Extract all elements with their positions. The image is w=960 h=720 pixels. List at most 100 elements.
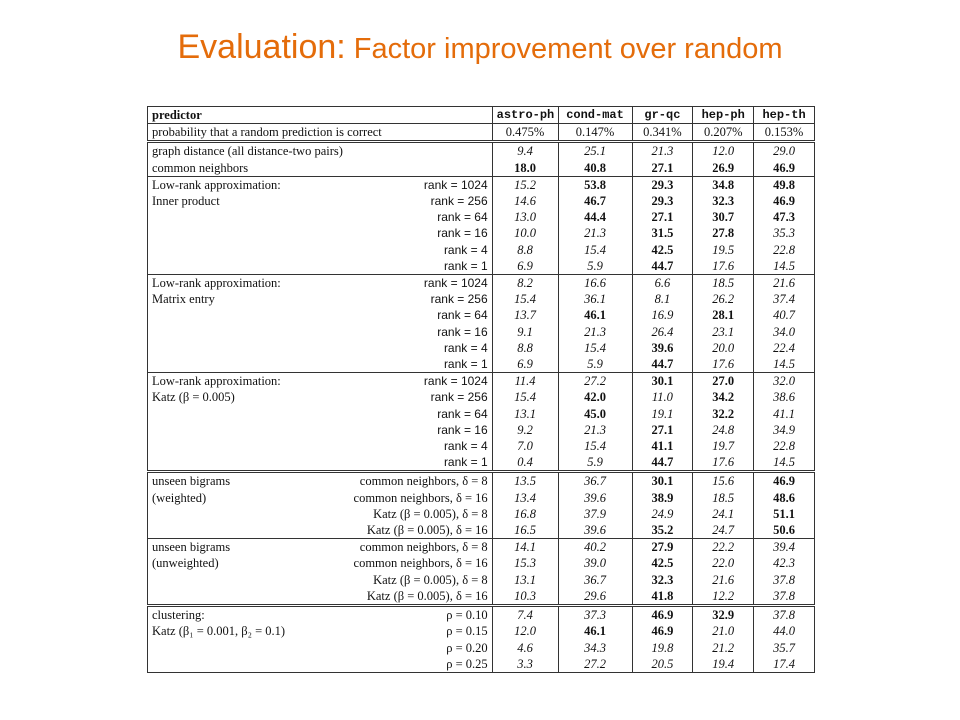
- cell-hep-ph: 30.7: [692, 209, 755, 226]
- cell-hep-ph: 27.8: [692, 225, 755, 242]
- row-predictor-param: rank = 1024: [317, 372, 493, 390]
- cell-hep-th: 14.5: [753, 454, 815, 473]
- cell-cond-mat: 5.9: [557, 454, 633, 473]
- row-predictor-param: ρ = 0.20: [317, 639, 493, 656]
- cell-gr-qc: 41.1: [631, 438, 694, 455]
- cell-hep-ph: 22.2: [692, 538, 755, 556]
- cell-hep-th: 37.8: [753, 604, 815, 624]
- slide-title: Evaluation: Factor improvement over rand…: [0, 28, 960, 67]
- table-row: graph distance (all distance-two pairs) 9…: [147, 140, 815, 160]
- row-predictor-param: common neighbors, δ = 16: [317, 555, 493, 572]
- cell-astro-ph: 7.0: [491, 438, 559, 455]
- cell-astro-ph: 10.3: [491, 587, 559, 607]
- cell-cond-mat: 46.1: [557, 623, 633, 640]
- cell-gr-qc: 39.6: [631, 339, 694, 357]
- cell-gr-qc: 27.1: [631, 421, 694, 439]
- table-row: Katz (β = 0.005), δ = 8 13.1 36.7 32.3 21.6 3…: [146, 571, 815, 588]
- cell-cond-mat: 40.2: [557, 538, 633, 556]
- cell-cond-mat: 21.3: [557, 323, 633, 340]
- table-row: rank = 64 13.7 46.1 16.9 28.1 40.7: [146, 307, 815, 324]
- row-predictor-name: [146, 339, 318, 357]
- cell-gr-qc: 26.4: [631, 323, 694, 340]
- cell-gr-qc: 46.9: [631, 604, 694, 624]
- row-predictor-param: rank = 16: [317, 323, 493, 340]
- table-row: Katz (β = 0.005), δ = 16 16.5 39.6 35.2 24.7…: [146, 522, 815, 540]
- random-probability-hep-th: 0.153%: [753, 123, 815, 143]
- cell-hep-ph: 24.7: [692, 522, 755, 540]
- row-predictor-name: [146, 522, 318, 540]
- cell-hep-ph: 32.9: [692, 604, 755, 624]
- row-predictor-name: Katz (β₁ = 0.001, β₂ = 0.1): [146, 623, 318, 640]
- cell-gr-qc: 19.1: [631, 405, 694, 422]
- row-predictor-param: rank = 256: [317, 291, 493, 308]
- cell-astro-ph: 8.2: [491, 274, 559, 292]
- cell-cond-mat: 25.1: [557, 140, 633, 160]
- cell-cond-mat: 5.9: [557, 356, 633, 374]
- row-predictor-name: [146, 307, 318, 324]
- table-row: Katz (β₁ = 0.001, β₂ = 0.1) ρ = 0.15 12.0 4…: [146, 623, 815, 640]
- cell-astro-ph: 13.5: [491, 470, 559, 490]
- table-row: Katz (β = 0.005), δ = 16 10.3 29.6 41.8 12.2…: [146, 587, 815, 607]
- cell-cond-mat: 39.6: [557, 522, 633, 540]
- cell-hep-ph: 34.8: [692, 175, 755, 194]
- cell-astro-ph: 15.4: [491, 291, 559, 308]
- row-predictor-name: unseen bigrams: [146, 470, 318, 490]
- cell-hep-th: 50.6: [753, 522, 815, 540]
- cell-astro-ph: 15.2: [491, 175, 559, 194]
- cell-astro-ph: 8.8: [491, 339, 559, 357]
- row-predictor-param: Katz (β = 0.005), δ = 8: [317, 571, 493, 588]
- cell-astro-ph: 13.4: [491, 489, 559, 506]
- table-row: rank = 16 10.0 21.3 31.5 27.8 35.3: [146, 225, 815, 242]
- cell-astro-ph: 13.1: [491, 405, 559, 422]
- table-row: rank = 16 9.1 21.3 26.4 23.1 34.0: [146, 323, 815, 340]
- cell-astro-ph: 14.1: [491, 538, 559, 556]
- cell-cond-mat: 27.2: [557, 655, 633, 673]
- cell-hep-ph: 19.7: [692, 438, 755, 455]
- table-row: unseen bigrams common neighbors, δ = 8 14.…: [146, 538, 815, 556]
- cell-cond-mat: 5.9: [557, 257, 633, 276]
- cell-gr-qc: 30.1: [631, 470, 694, 490]
- table-row: (weighted) common neighbors, δ = 16 13.4 39…: [146, 489, 815, 506]
- cell-gr-qc: 44.7: [631, 454, 694, 473]
- table-row: rank = 16 9.2 21.3 27.1 24.8 34.9: [146, 421, 815, 439]
- row-predictor-param: rank = 16: [317, 421, 493, 439]
- cell-hep-th: 35.7: [753, 639, 815, 656]
- row-predictor-name: [146, 655, 318, 673]
- cell-hep-ph: 26.9: [692, 159, 755, 177]
- row-predictor-name: [146, 241, 318, 258]
- cell-hep-th: 46.9: [753, 193, 815, 210]
- table-row: rank = 4 8.8 15.4 39.6 20.0 22.4: [146, 339, 815, 357]
- table-row: (unweighted) common neighbors, δ = 16 15.3…: [146, 555, 815, 572]
- table-row: rank = 64 13.1 45.0 19.1 32.2 41.1: [146, 405, 815, 422]
- cell-hep-th: 38.6: [753, 389, 815, 406]
- row-predictor-name: Katz (β = 0.005): [146, 389, 318, 406]
- table-header-row: predictor astro-ph cond-mat gr-qc hep-ph hep-…: [147, 105, 815, 125]
- cell-astro-ph: 4.6: [491, 639, 559, 656]
- cell-gr-qc: 41.8: [631, 587, 694, 607]
- cell-hep-ph: 22.0: [692, 555, 755, 572]
- row-predictor-param: Katz (β = 0.005), δ = 16: [317, 587, 493, 607]
- cell-hep-th: 37.8: [753, 587, 815, 607]
- row-predictor-param: common neighbors, δ = 8: [317, 470, 493, 490]
- row-predictor-name: unseen bigrams: [146, 538, 318, 556]
- cell-hep-ph: 17.6: [692, 356, 755, 374]
- row-predictor-param: rank = 1: [317, 454, 493, 473]
- cell-gr-qc: 46.9: [631, 623, 694, 640]
- cell-hep-th: 47.3: [753, 209, 815, 226]
- cell-hep-ph: 12.2: [692, 587, 755, 607]
- row-predictor-param: rank = 256: [317, 389, 493, 406]
- cell-astro-ph: 18.0: [491, 159, 559, 177]
- random-probability-label: probability that a random prediction is …: [147, 123, 493, 143]
- cell-hep-th: 14.5: [753, 356, 815, 374]
- cell-gr-qc: 31.5: [631, 225, 694, 242]
- cell-astro-ph: 15.3: [491, 555, 559, 572]
- row-predictor-param: rank = 4: [317, 241, 493, 258]
- cell-hep-th: 48.6: [753, 489, 815, 506]
- row-predictor-name: Matrix entry: [146, 291, 318, 308]
- row-predictor-name: [146, 571, 318, 588]
- cell-hep-ph: 17.6: [692, 454, 755, 473]
- cell-gr-qc: 27.1: [631, 209, 694, 226]
- cell-astro-ph: 16.8: [491, 505, 559, 523]
- cell-cond-mat: 21.3: [557, 421, 633, 439]
- random-probability-hep-ph: 0.207%: [692, 123, 755, 143]
